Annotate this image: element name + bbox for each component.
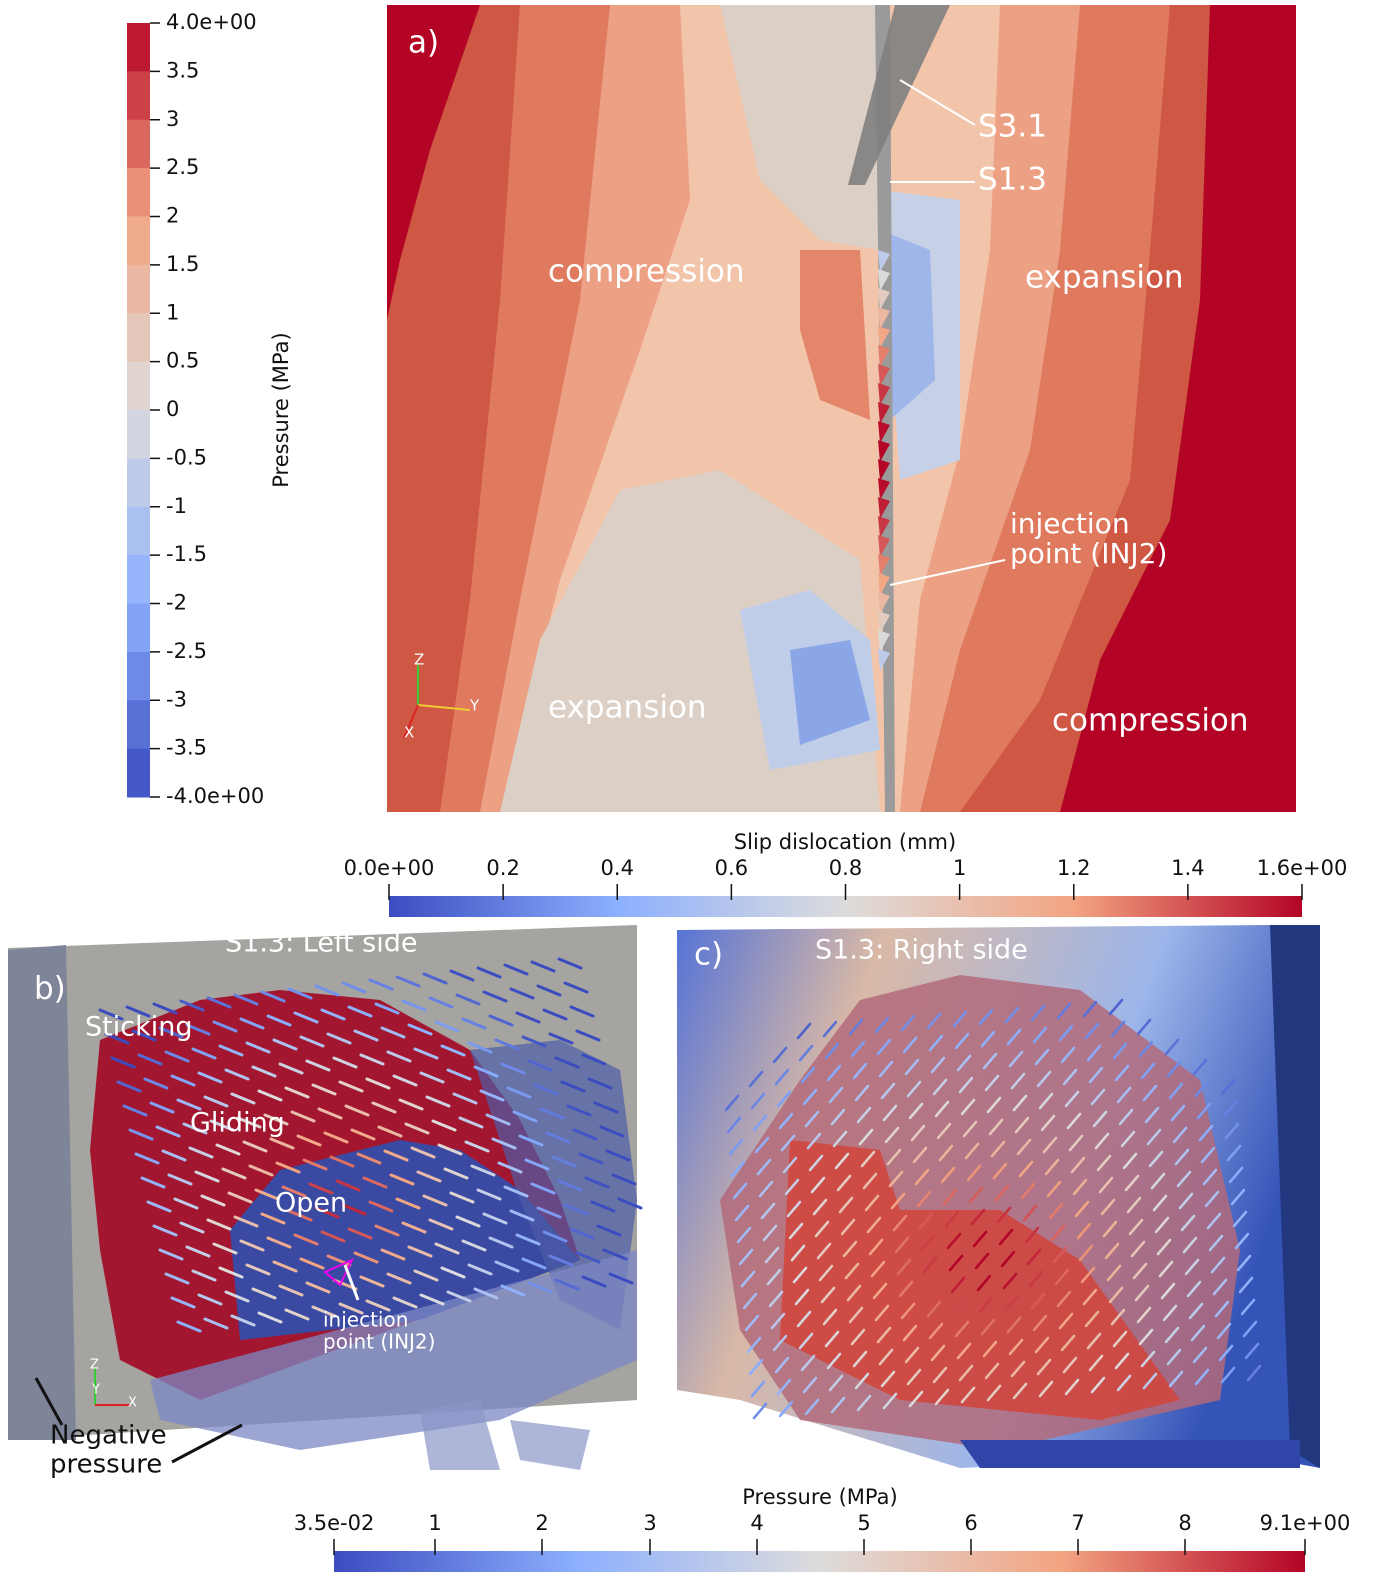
axis-letter: X xyxy=(128,1396,137,1411)
color-band xyxy=(127,71,150,120)
color-band xyxy=(127,555,150,604)
tick-label: 0.5 xyxy=(166,349,199,373)
state-label: Sticking xyxy=(85,1012,192,1043)
colorbar-title: Slip dislocation (mm) xyxy=(734,830,956,854)
color-band xyxy=(127,410,150,459)
panel-title: S1.3: Left side xyxy=(225,928,417,959)
region-label: compression xyxy=(1052,703,1249,739)
color-band xyxy=(127,362,150,411)
color-band xyxy=(127,507,150,556)
figure: a) compression expansion expansion compr… xyxy=(0,0,1384,1596)
tick-label: 4.0e+00 xyxy=(166,10,257,34)
tick-label: 3 xyxy=(643,1511,656,1535)
injection-label: point (INJ2) xyxy=(323,1330,435,1354)
tick-label: 9.1e+00 xyxy=(1260,1511,1351,1535)
tick-label: -1.5 xyxy=(166,542,207,566)
tick-label: 4 xyxy=(750,1511,763,1535)
axis-letter: Y xyxy=(91,1383,100,1398)
color-band xyxy=(127,652,150,701)
color-band xyxy=(127,168,150,217)
region-label: expansion xyxy=(1025,260,1184,296)
fault-label: S1.3 xyxy=(978,162,1047,198)
injection-label: injection xyxy=(323,1308,408,1332)
tick-label: 0.0e+00 xyxy=(344,856,435,880)
panel-label: a) xyxy=(408,25,439,61)
tick-label: 5 xyxy=(857,1511,870,1535)
panel-label: b) xyxy=(34,971,66,1007)
fault-label: S3.1 xyxy=(978,109,1047,145)
injection-label: injection xyxy=(1010,507,1130,540)
tick-label: 1 xyxy=(953,856,966,880)
color-band xyxy=(127,458,150,507)
tick-label: 0.4 xyxy=(601,856,634,880)
tick-label: 8 xyxy=(1178,1511,1191,1535)
tick-label: 1.6e+00 xyxy=(1257,856,1348,880)
state-label: Open xyxy=(275,1188,347,1219)
region-label: compression xyxy=(548,254,745,290)
tick-label: -1 xyxy=(166,494,187,518)
state-label: Gliding xyxy=(190,1108,285,1139)
color-band xyxy=(127,700,150,749)
tick-label: 6 xyxy=(964,1511,977,1535)
panel-c-view xyxy=(677,925,1320,1468)
tick-label: 1.4 xyxy=(1171,856,1204,880)
tick-label: -2 xyxy=(166,591,187,615)
injection-label: point (INJ2) xyxy=(1010,537,1167,570)
slip-ticks: 0.0e+00 0.2 0.4 0.6 0.8 1 1.2 1.4 1.6e+00 xyxy=(344,856,1348,900)
tick-label: 0.8 xyxy=(829,856,862,880)
panel-title: S1.3: Right side xyxy=(815,935,1028,966)
color-band xyxy=(127,217,150,266)
colorbar-title: Pressure (MPa) xyxy=(269,332,293,487)
negative-label: pressure xyxy=(50,1450,162,1480)
tick-label: 1 xyxy=(166,300,179,324)
tick-label: -3.5 xyxy=(166,736,207,760)
color-band xyxy=(127,265,150,314)
tick-label: 1.2 xyxy=(1057,856,1090,880)
color-band xyxy=(127,313,150,362)
tick-label: 3.5e-02 xyxy=(294,1511,375,1535)
negative-label: Negative xyxy=(50,1421,167,1451)
region-label: expansion xyxy=(548,690,707,726)
tick-label: -0.5 xyxy=(166,445,207,469)
tick-label: 0.2 xyxy=(486,856,519,880)
axis-letter: Z xyxy=(90,1358,99,1373)
tick-label: 2 xyxy=(166,204,179,228)
tick-label: 0 xyxy=(166,397,179,421)
tick-label: 2 xyxy=(535,1511,548,1535)
color-band xyxy=(127,604,150,653)
panel-label: c) xyxy=(694,937,723,973)
axis-letter: Z xyxy=(414,651,424,669)
tick-label: 3.5 xyxy=(166,58,199,82)
tick-label: 3 xyxy=(166,107,179,131)
colorbar-title: Pressure (MPa) xyxy=(742,1485,897,1509)
tick-label: 2.5 xyxy=(166,155,199,179)
tick-label: -2.5 xyxy=(166,639,207,663)
tick-label: 1 xyxy=(428,1511,441,1535)
pressure-ticks: 3.5e-02 1 2 3 4 5 6 7 8 9.1e+00 xyxy=(294,1511,1351,1555)
color-band xyxy=(127,749,150,798)
axis-letter: Y xyxy=(469,697,480,715)
color-band xyxy=(127,23,150,72)
color-band xyxy=(127,120,150,169)
pressure-colorbar: 4.0e+00 3.5 3 2.5 2 1.5 1 0.5 0 -0.5 -1 -1.5 -2 -2.5 -… xyxy=(127,10,264,808)
tick-label: -4.0e+00 xyxy=(166,784,264,808)
pressure-colorbar xyxy=(334,1551,1305,1572)
tick-label: -3 xyxy=(166,687,187,711)
tick-label: 7 xyxy=(1071,1511,1084,1535)
tick-label: 0.6 xyxy=(715,856,748,880)
panel-a-field xyxy=(387,5,1296,812)
tick-label: 1.5 xyxy=(166,252,199,276)
axis-letter: X xyxy=(404,724,414,742)
